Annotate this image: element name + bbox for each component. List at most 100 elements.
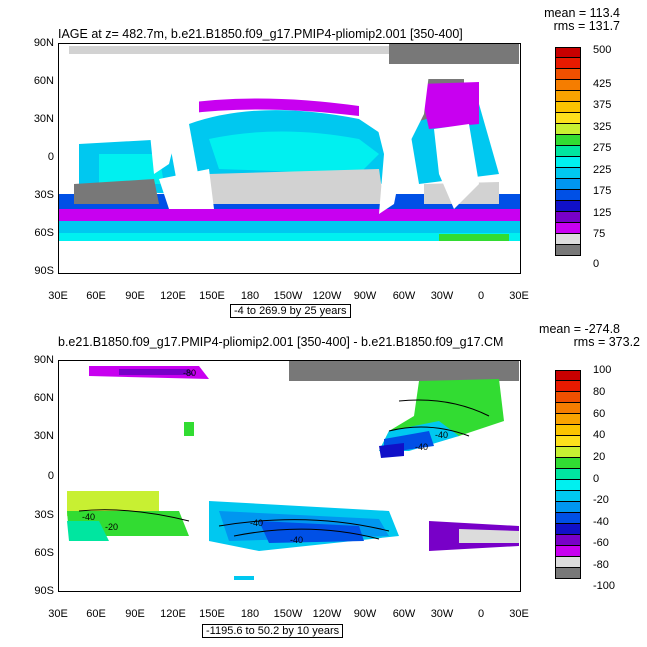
top-map-image (59, 44, 520, 273)
contour-label: -40 (435, 430, 449, 440)
top-map-panel: IAGE at z= 482.7m, b.e21.B1850.f09_g17.P… (0, 0, 647, 322)
top-lon-label: 30W (430, 290, 454, 302)
colorbar-swatch (555, 168, 581, 179)
bottom-colorbar-label: -60 (593, 537, 609, 549)
colorbar-swatch (555, 91, 581, 102)
top-lat-label: 0 (47, 151, 54, 163)
bottom-colorbar-label: -80 (593, 559, 609, 571)
colorbar-swatch (555, 370, 581, 381)
top-colorbar (555, 47, 581, 256)
top-lon-label: 0 (477, 290, 485, 302)
bottom-lon-label: 180 (240, 608, 260, 620)
colorbar-swatch (555, 491, 581, 502)
top-lat-label: 30S (34, 189, 54, 201)
colorbar-swatch (555, 223, 581, 234)
bottom-colorbar-label: -40 (593, 516, 609, 528)
top-colorbar-label: 0 (593, 258, 600, 270)
top-colorbar-label: 225 (593, 164, 612, 176)
colorbar-swatch (555, 436, 581, 447)
colorbar-swatch (555, 502, 581, 513)
colorbar-swatch (555, 102, 581, 113)
bottom-lat-label: 60S (34, 547, 54, 559)
top-lon-label: 90W (353, 290, 377, 302)
colorbar-swatch (555, 381, 581, 392)
bottom-colorbar-label: -20 (593, 494, 609, 506)
colorbar-swatch (555, 414, 581, 425)
top-colorbar-label: 75 (593, 228, 606, 240)
colorbar-swatch (555, 201, 581, 212)
colorbar-swatch (555, 535, 581, 546)
top-ocean-map (58, 43, 521, 274)
top-lon-label: 90E (125, 290, 145, 302)
colorbar-swatch (555, 157, 581, 168)
top-colorbar-label: 375 (593, 99, 612, 111)
top-contour-range: -4 to 269.9 by 25 years (230, 304, 351, 318)
bottom-rms-stat: rms = 373.2 (573, 335, 640, 349)
bottom-lat-label: 90S (34, 585, 54, 597)
colorbar-swatch (555, 190, 581, 201)
contour-label: -20 (105, 522, 119, 532)
bottom-colorbar-label: 60 (593, 408, 606, 420)
top-lon-label: 150W (273, 290, 303, 302)
colorbar-swatch (555, 513, 581, 524)
bottom-lat-label: 60N (33, 392, 54, 404)
colorbar-swatch (555, 179, 581, 190)
colorbar-swatch (555, 524, 581, 535)
colorbar-swatch (555, 80, 581, 91)
bottom-lon-label: 0 (477, 608, 485, 620)
contour-label: -80 (183, 368, 197, 378)
bottom-contour-range: -1195.6 to 50.2 by 10 years (202, 624, 344, 638)
bottom-ocean-map (58, 360, 521, 592)
bottom-colorbar-label: 0 (593, 473, 600, 485)
bottom-lat-label: 30N (33, 430, 54, 442)
bottom-lon-label: 120E (160, 608, 186, 620)
top-colorbar-label: 325 (593, 121, 612, 133)
bottom-colorbar-label: 40 (593, 429, 606, 441)
contour-label: -40 (290, 535, 304, 545)
top-colorbar-label: 425 (593, 78, 612, 90)
colorbar-swatch (555, 212, 581, 223)
top-lat-label: 90S (34, 265, 54, 277)
bottom-map-image (59, 361, 520, 591)
bottom-colorbar-label: 80 (593, 386, 606, 398)
bottom-lat-label: 30S (34, 509, 54, 521)
bottom-lon-label: 60E (86, 608, 106, 620)
colorbar-swatch (555, 124, 581, 135)
colorbar-swatch (555, 557, 581, 568)
bottom-mean-stat: mean = -274.8 (539, 322, 620, 336)
top-lon-label: 120W (312, 290, 342, 302)
bottom-lon-label: 30E (48, 608, 68, 620)
top-colorbar-label: 500 (593, 44, 612, 56)
colorbar-swatch (555, 480, 581, 491)
bottom-colorbar-label: 20 (593, 451, 606, 463)
top-colorbar-label: 175 (593, 185, 612, 197)
colorbar-swatch (555, 113, 581, 124)
top-lon-label: 60W (392, 290, 416, 302)
colorbar-swatch (555, 403, 581, 414)
bottom-lon-label: 150E (199, 608, 225, 620)
bottom-panel-title: b.e21.B1850.f09_g17.PMIP4-pliomip2.001 [… (58, 335, 504, 349)
bottom-lat-label: 0 (47, 470, 54, 482)
colorbar-swatch (555, 469, 581, 480)
top-lon-label: 120E (160, 290, 186, 302)
top-rms-stat: rms = 131.7 (553, 19, 620, 33)
bottom-lon-label: 60W (392, 608, 416, 620)
bottom-lon-label: 30E (509, 608, 529, 620)
bottom-colorbar (555, 370, 581, 579)
bottom-lon-label: 120W (312, 608, 342, 620)
top-lon-label: 180 (240, 290, 260, 302)
colorbar-swatch (555, 392, 581, 403)
top-lon-label: 30E (509, 290, 529, 302)
contour-label: -40 (415, 442, 429, 452)
top-colorbar-label: 275 (593, 142, 612, 154)
top-mean-stat: mean = 113.4 (544, 6, 620, 20)
top-lat-label: 90N (33, 37, 54, 49)
bottom-colorbar-label: 100 (593, 364, 612, 376)
top-lon-label: 150E (199, 290, 225, 302)
colorbar-swatch (555, 47, 581, 58)
colorbar-swatch (555, 425, 581, 436)
top-lat-label: 60N (33, 75, 54, 87)
top-lon-label: 60E (86, 290, 106, 302)
colorbar-swatch (555, 146, 581, 157)
colorbar-swatch (555, 58, 581, 69)
